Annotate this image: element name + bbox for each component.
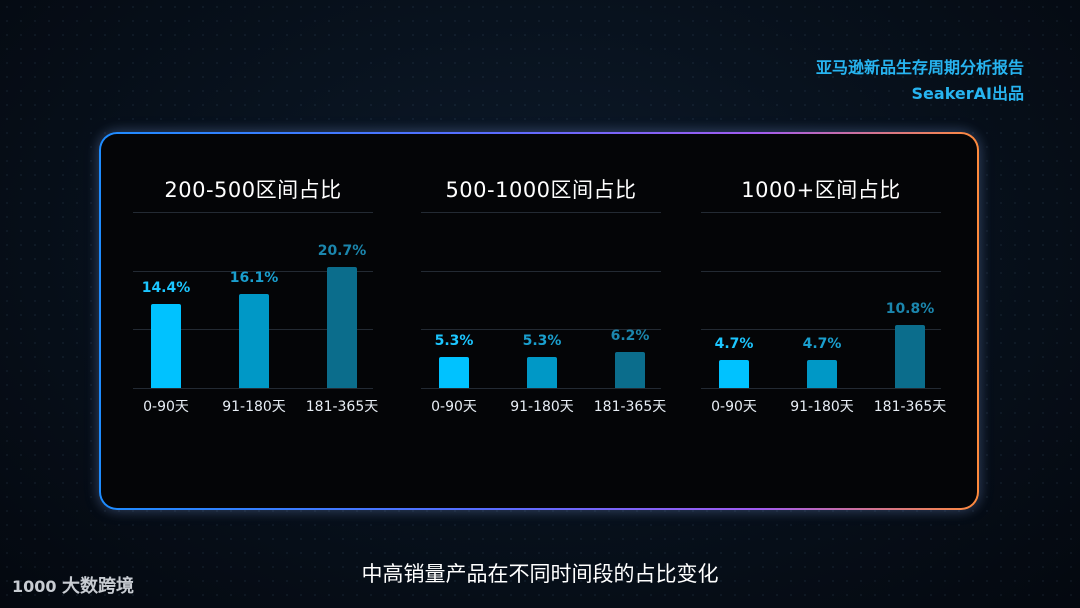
brand-logo-mark: 1000	[12, 577, 56, 596]
gridline	[701, 212, 941, 213]
category-label: 181-365天	[593, 399, 667, 415]
bar	[807, 360, 837, 388]
chart-panel-inner: 200-500区间占比 14.4% 0-90天 16.1% 91-180天 20.7% 1…	[101, 134, 977, 508]
gridline	[133, 270, 373, 272]
bar	[615, 351, 645, 388]
gridline	[421, 388, 661, 389]
gridline	[701, 388, 941, 389]
bar-value-label: 20.7%	[317, 242, 367, 259]
brand-logo: 1000 大数跨境	[12, 572, 134, 598]
category-label: 0-90天	[711, 399, 757, 415]
footer-title: 中高销量产品在不同时间段的占比变化	[361, 562, 719, 586]
report-header: 亚马逊新品生存周期分析报告 SeakerAI出品	[816, 55, 1024, 107]
bar-value-label: 5.3%	[522, 332, 562, 349]
category-label: 181-365天	[305, 399, 379, 415]
bar	[239, 293, 269, 388]
gridline	[421, 212, 661, 213]
gridline	[421, 270, 661, 272]
bar-value-label: 4.7%	[802, 336, 842, 353]
bar	[719, 360, 749, 388]
bar	[527, 356, 557, 388]
gridline	[701, 270, 941, 272]
chart-500-1000: 500-1000区间占比 5.3% 0-90天 5.3% 91-180天 6.2% 181…	[421, 134, 666, 434]
brand-logo-icon: 1000	[12, 577, 56, 596]
bar-value-label: 10.8%	[885, 300, 935, 317]
category-label: 0-90天	[431, 399, 477, 415]
category-label: 91-180天	[510, 399, 574, 415]
gridline	[421, 329, 661, 331]
chart-1000-plus: 1000+区间占比 4.7% 0-90天 4.7% 91-180天 10.8% 181-3…	[701, 134, 946, 434]
chart-plot: 4.7% 0-90天 4.7% 91-180天 10.8% 181-365天	[701, 212, 946, 415]
chart-title: 200-500区间占比	[164, 178, 342, 202]
gridline	[133, 212, 373, 213]
report-title: 亚马逊新品生存周期分析报告	[815, 58, 1024, 77]
category-label: 91-180天	[222, 399, 286, 415]
bar-value-label: 16.1%	[229, 269, 279, 286]
brand-logo-text: 大数跨境	[62, 576, 134, 597]
bar	[151, 303, 181, 388]
bar	[327, 266, 357, 388]
bar	[439, 356, 469, 388]
category-label: 0-90天	[143, 399, 189, 415]
report-byline: SeakerAI出品	[911, 84, 1024, 103]
chart-title: 500-1000区间占比	[445, 178, 637, 202]
gridline	[701, 329, 941, 331]
gridline	[133, 388, 373, 389]
category-label: 181-365天	[873, 399, 947, 415]
bar-value-label: 14.4%	[141, 279, 191, 296]
bar	[895, 324, 925, 388]
chart-title: 1000+区间占比	[741, 178, 901, 202]
bar-value-label: 5.3%	[434, 332, 474, 349]
bar-value-label: 6.2%	[610, 327, 650, 344]
chart-200-500: 200-500区间占比 14.4% 0-90天 16.1% 91-180天 20.7% 1…	[133, 134, 378, 434]
chart-plot: 5.3% 0-90天 5.3% 91-180天 6.2% 181-365天	[421, 212, 666, 415]
category-label: 91-180天	[790, 399, 854, 415]
chart-plot: 14.4% 0-90天 16.1% 91-180天 20.7% 181-365天	[133, 212, 378, 415]
chart-panel: 200-500区间占比 14.4% 0-90天 16.1% 91-180天 20.7% 1…	[99, 132, 979, 510]
bar-value-label: 4.7%	[714, 336, 754, 353]
